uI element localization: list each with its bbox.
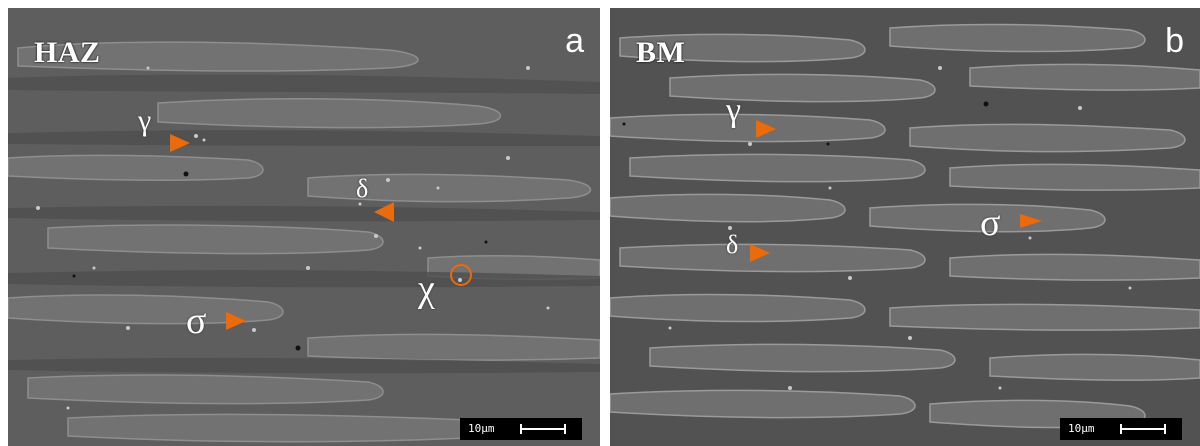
phase-label-chi: χ — [418, 268, 435, 310]
scale-bar-tick — [1120, 424, 1122, 434]
scale-bar: 10µm — [460, 418, 582, 440]
micrograph-panel-bm: BM b γ σ δ 10µm — [610, 8, 1200, 446]
scale-bar-tick — [1164, 424, 1166, 434]
arrow-right-icon — [750, 244, 770, 262]
scale-bar-tick — [520, 424, 522, 434]
phase-label-delta: δ — [356, 174, 369, 203]
scale-bar-label: 10µm — [1068, 422, 1095, 435]
region-label-bm: BM — [636, 36, 686, 69]
phase-label-delta: δ — [726, 230, 739, 259]
region-label-haz: HAZ — [34, 36, 101, 69]
haz-micrograph-image — [8, 8, 600, 446]
phase-label-gamma: γ — [726, 92, 742, 129]
arrow-right-icon — [756, 120, 776, 138]
arrow-right-icon — [226, 312, 246, 330]
bm-micrograph-image — [610, 8, 1200, 446]
phase-label-sigma: σ — [980, 202, 1001, 244]
scale-bar: 10µm — [1060, 418, 1182, 440]
panel-letter-b: b — [1165, 22, 1184, 60]
scale-bar-tick — [564, 424, 566, 434]
scale-bar-label: 10µm — [468, 422, 495, 435]
arrow-right-icon — [170, 134, 190, 152]
circle-marker-icon — [450, 264, 472, 286]
panel-letter-a: a — [565, 22, 584, 60]
phase-label-gamma: γ — [138, 104, 152, 137]
micrograph-panel-haz: HAZ a γ δ χ σ 10µm — [8, 8, 600, 446]
phase-label-sigma: σ — [186, 300, 207, 342]
arrow-left-icon — [374, 202, 394, 222]
arrow-right-icon — [1020, 214, 1042, 228]
scale-bar-line — [520, 428, 566, 430]
scale-bar-line — [1120, 428, 1166, 430]
